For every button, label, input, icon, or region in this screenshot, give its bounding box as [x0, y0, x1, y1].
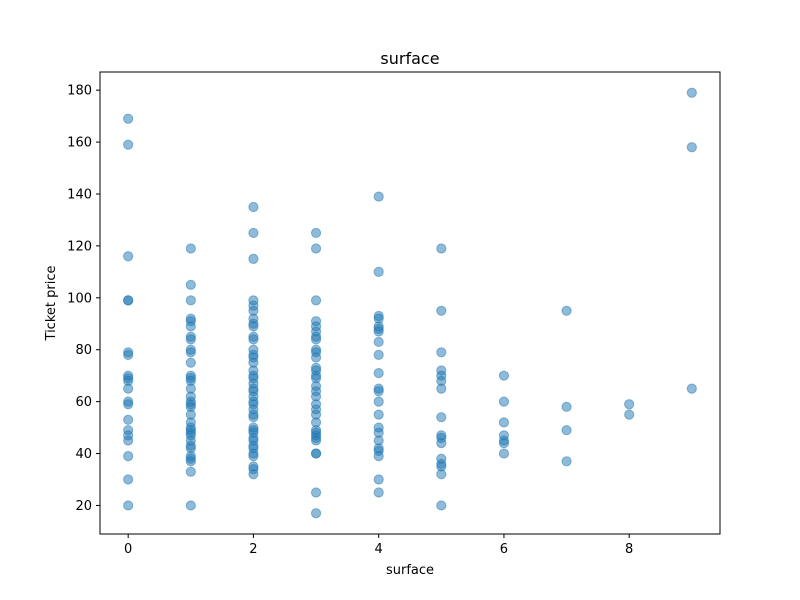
scatter-point	[437, 384, 446, 393]
scatter-point	[499, 371, 508, 380]
scatter-point	[249, 413, 258, 422]
scatter-point	[249, 470, 258, 479]
scatter-point	[499, 397, 508, 406]
x-axis: 0 2 4 6 8	[124, 534, 633, 557]
scatter-point	[374, 337, 383, 346]
scatter-point	[311, 449, 320, 458]
scatter-point	[437, 470, 446, 479]
scatter-point	[374, 192, 383, 201]
scatter-point	[186, 358, 195, 367]
scatter-point	[249, 335, 258, 344]
scatter-point	[249, 202, 258, 211]
scatter-point	[249, 228, 258, 237]
scatter-point	[124, 501, 133, 510]
scatter-point	[186, 348, 195, 357]
scatter-point	[311, 296, 320, 305]
scatter-point	[687, 88, 696, 97]
points-layer	[124, 88, 697, 518]
scatter-point	[374, 397, 383, 406]
y-axis: 20 40 60 80 100 120 140 160 180	[67, 84, 100, 514]
scatter-point	[124, 296, 133, 305]
scatter-point	[311, 488, 320, 497]
scatter-point	[124, 252, 133, 261]
scatter-point	[311, 244, 320, 253]
y-tick-label: 40	[75, 447, 92, 462]
scatter-point	[374, 475, 383, 484]
scatter-point	[625, 410, 634, 419]
y-tick-label: 180	[67, 84, 92, 99]
scatter-point	[249, 322, 258, 331]
y-tick-label: 100	[67, 291, 92, 306]
scatter-point	[374, 387, 383, 396]
scatter-point	[499, 449, 508, 458]
scatter-point	[186, 322, 195, 331]
scatter-point	[186, 280, 195, 289]
scatter-point	[499, 439, 508, 448]
x-tick-label: 4	[375, 542, 383, 557]
scatter-point	[186, 457, 195, 466]
scatter-point	[374, 350, 383, 359]
scatter-point	[374, 368, 383, 377]
x-tick-label: 8	[625, 542, 633, 557]
scatter-point	[562, 402, 571, 411]
scatter-point	[687, 143, 696, 152]
scatter-point	[124, 114, 133, 123]
scatter-point	[437, 439, 446, 448]
scatter-point	[186, 335, 195, 344]
scatter-point	[124, 400, 133, 409]
scatter-point	[437, 348, 446, 357]
scatter-point	[437, 244, 446, 253]
scatter-point	[249, 254, 258, 263]
scatter-point	[124, 452, 133, 461]
chart-title: surface	[380, 49, 439, 68]
x-tick-label: 6	[500, 542, 508, 557]
y-tick-label: 60	[75, 395, 92, 410]
y-tick-label: 120	[67, 239, 92, 254]
x-tick-label: 0	[124, 542, 132, 557]
scatter-point	[124, 350, 133, 359]
scatter-point	[186, 296, 195, 305]
scatter-point	[186, 244, 195, 253]
scatter-point	[124, 475, 133, 484]
y-tick-label: 80	[75, 343, 92, 358]
scatter-point	[124, 384, 133, 393]
scatter-point	[374, 327, 383, 336]
scatter-point	[311, 353, 320, 362]
scatter-point	[562, 306, 571, 315]
y-tick-label: 160	[67, 136, 92, 151]
y-tick-label: 140	[67, 187, 92, 202]
scatter-point	[311, 228, 320, 237]
scatter-point	[186, 467, 195, 476]
scatter-point	[437, 501, 446, 510]
scatter-point	[374, 410, 383, 419]
scatter-point	[124, 140, 133, 149]
scatter-point	[374, 267, 383, 276]
y-axis-label: Ticket price	[44, 266, 59, 342]
x-axis-label: surface	[386, 563, 434, 578]
scatter-point	[311, 335, 320, 344]
scatter-point	[374, 452, 383, 461]
scatter-point	[562, 426, 571, 435]
scatter-point	[499, 418, 508, 427]
x-tick-label: 2	[249, 542, 257, 557]
scatter-point	[186, 501, 195, 510]
scatter-point	[124, 436, 133, 445]
scatter-point	[625, 400, 634, 409]
scatter-point	[311, 509, 320, 518]
scatter-point	[437, 306, 446, 315]
y-tick-label: 20	[75, 499, 92, 514]
scatter-point	[437, 413, 446, 422]
scatter-point	[124, 415, 133, 424]
scatter-point	[687, 384, 696, 393]
scatter-point	[249, 452, 258, 461]
scatter-point	[311, 436, 320, 445]
scatter-point	[562, 457, 571, 466]
scatter-point	[374, 488, 383, 497]
